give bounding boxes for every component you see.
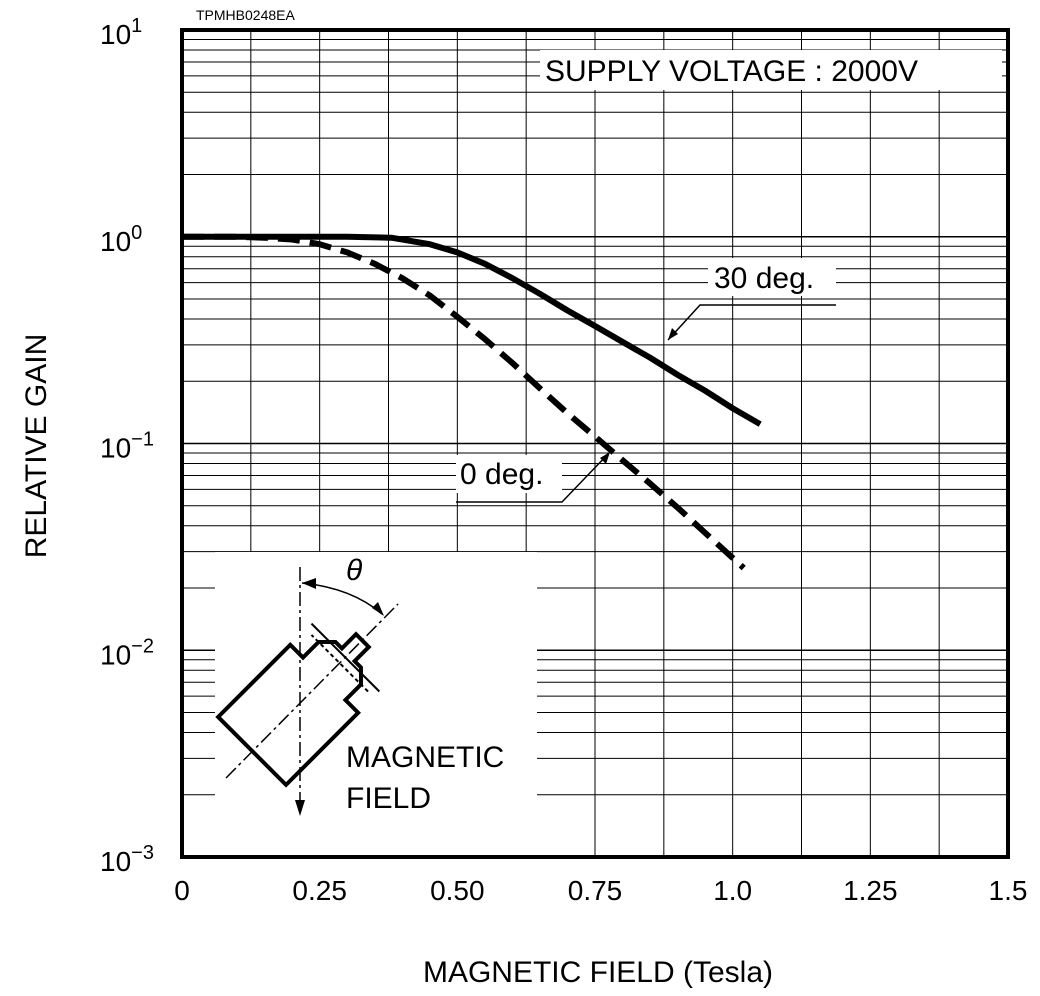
annotation-background — [540, 50, 1002, 90]
theta-arrow-left-icon — [302, 578, 316, 589]
y-axis-ticks: 101 100 10−1 10−2 10−3 — [100, 15, 154, 877]
document-code-label: TPMHB0248EA — [196, 7, 295, 23]
label-30-background — [708, 258, 836, 296]
y-tick-label: 10−3 — [100, 842, 154, 877]
leader-arrow-30deg — [668, 328, 678, 340]
x-tick-label: 0 — [174, 875, 190, 906]
leader-arrow-0deg — [600, 452, 610, 464]
y-tick-label: 101 — [100, 15, 142, 50]
y-tick-label: 10−2 — [100, 635, 154, 670]
field-arrow-icon — [295, 800, 305, 816]
y-axis-title: RELATIVE GAIN — [20, 334, 53, 559]
tube-axis-line — [225, 603, 399, 779]
series-line-0-deg — [182, 233, 746, 571]
series-layer — [182, 233, 762, 571]
x-tick-label: 1.0 — [713, 875, 752, 906]
leader-line-30deg — [667, 304, 836, 341]
series-line-30-deg — [182, 233, 762, 427]
inset-panel — [215, 552, 537, 856]
x-tick-label: 1.5 — [989, 875, 1028, 906]
x-tick-label: 0.75 — [568, 875, 623, 906]
supply-voltage-annotation: SUPPLY VOLTAGE : 2000V — [545, 55, 918, 88]
inset-diagram: θ MAGNETIC FIELD — [215, 554, 504, 816]
magnetic-field-label-line2: FIELD — [346, 782, 431, 815]
series-label-0deg: 0 deg. — [460, 458, 543, 491]
series-label-30deg: 30 deg. — [714, 262, 814, 295]
theta-arrow-right-icon — [372, 602, 384, 616]
magnetic-field-label-line1: MAGNETIC — [346, 741, 504, 774]
y-tick-label: 10−1 — [100, 429, 154, 464]
x-axis-title: MAGNETIC FIELD (Tesla) — [423, 956, 773, 989]
x-tick-label: 0.25 — [292, 875, 347, 906]
x-axis-ticks: 0 0.25 0.50 0.75 1.0 1.25 1.5 — [174, 875, 1027, 906]
theta-label: θ — [346, 554, 363, 587]
x-tick-label: 1.25 — [843, 875, 898, 906]
label-0-background — [456, 455, 562, 493]
leader-line-0deg — [456, 451, 611, 503]
y-tick-label: 100 — [100, 222, 142, 257]
plot-frame — [180, 28, 1010, 859]
x-tick-label: 0.50 — [430, 875, 485, 906]
